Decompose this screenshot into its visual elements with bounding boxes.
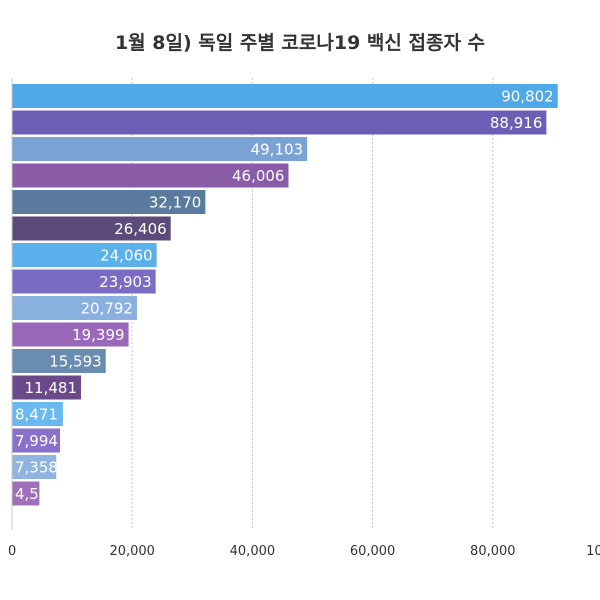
bar-value-label: 32,170 bbox=[149, 194, 202, 212]
x-tick-label: 80,000 bbox=[470, 544, 516, 559]
bar bbox=[12, 322, 129, 347]
bar-value-label: 23,903 bbox=[99, 273, 152, 291]
bar bbox=[12, 243, 157, 267]
x-tick-label: 0 bbox=[8, 544, 16, 559]
bar bbox=[12, 190, 206, 214]
bar-value-label: 4,556 bbox=[15, 485, 58, 503]
bar-value-label: 20,792 bbox=[80, 300, 133, 318]
bar-value-label: 26,406 bbox=[114, 220, 167, 238]
x-tick-label: 100,000 bbox=[586, 544, 600, 559]
bar bbox=[12, 428, 61, 453]
bar-value-label: 7,994 bbox=[15, 432, 58, 450]
bar bbox=[12, 349, 106, 373]
x-tick-label: 20,000 bbox=[109, 544, 155, 559]
x-tick-label: 60,000 bbox=[350, 544, 396, 559]
bar-value-label: 88,916 bbox=[490, 114, 543, 132]
x-tick-label: 40,000 bbox=[230, 544, 276, 559]
bar-value-label: 15,593 bbox=[49, 353, 102, 371]
bar bbox=[12, 216, 171, 241]
bar-value-label: 24,060 bbox=[100, 247, 153, 265]
bar bbox=[12, 163, 289, 188]
bar-value-label: 46,006 bbox=[232, 167, 285, 185]
bar bbox=[12, 375, 82, 400]
bar bbox=[12, 481, 40, 506]
bar bbox=[12, 296, 137, 320]
bar bbox=[12, 455, 57, 479]
bar bbox=[12, 137, 308, 161]
bar-value-label: 19,399 bbox=[72, 326, 125, 344]
bar bbox=[12, 269, 156, 294]
bar-value-label: 11,481 bbox=[25, 379, 78, 397]
bar-value-label: 8,471 bbox=[15, 406, 58, 424]
chart-title: 1월 8일) 독일 주별 코로나19 백신 접종자 수 bbox=[114, 32, 486, 54]
bar bbox=[12, 84, 558, 108]
bar-value-label: 7,358 bbox=[15, 459, 58, 477]
bar-value-label: 90,802 bbox=[501, 88, 554, 106]
bar bbox=[12, 402, 63, 426]
bar bbox=[12, 110, 547, 135]
bar-value-label: 49,103 bbox=[251, 141, 304, 159]
